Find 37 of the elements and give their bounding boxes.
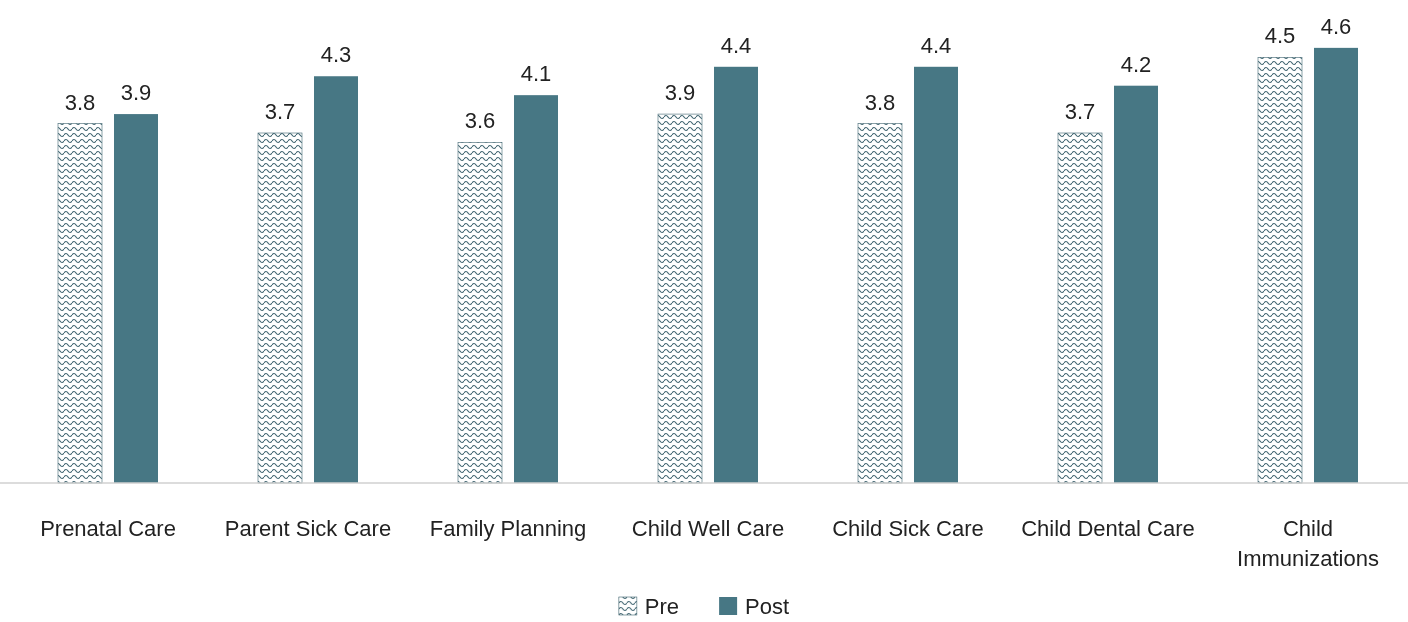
- bar: [457, 142, 503, 484]
- legend-label: Post: [745, 594, 790, 619]
- bar: [857, 123, 903, 484]
- data-label: 4.3: [320, 42, 352, 68]
- x-tick-label: Child Sick Care: [832, 516, 984, 541]
- bar: [714, 66, 758, 483]
- data-label: 4.2: [1120, 51, 1152, 77]
- bar: [514, 95, 558, 483]
- bar: [314, 76, 358, 483]
- bar: [1257, 57, 1303, 484]
- data-label: 4.4: [720, 32, 752, 58]
- x-tick-label: Child Well Care: [631, 516, 785, 541]
- bar: [57, 123, 103, 484]
- data-label: 4.6: [1320, 13, 1352, 39]
- x-tick-label: Child Dental Care: [1021, 516, 1195, 541]
- data-label: 3.7: [264, 99, 296, 124]
- bar: [1314, 47, 1358, 483]
- data-label: 3.9: [664, 80, 696, 106]
- bar: [114, 114, 158, 483]
- data-label: 3.7: [1064, 99, 1096, 124]
- bar: [657, 113, 703, 484]
- x-tick-label: Prenatal Care: [40, 516, 176, 541]
- data-label: 3.8: [864, 89, 896, 115]
- legend-label: Pre: [644, 594, 680, 619]
- bar: [1057, 132, 1103, 484]
- bar: [914, 66, 958, 483]
- x-tick-label: Parent Sick Care: [224, 516, 392, 541]
- data-label: 4.5: [1264, 23, 1296, 49]
- data-label: 3.8: [64, 89, 96, 115]
- bar: [257, 132, 303, 484]
- bar: [1114, 85, 1158, 483]
- x-tick-label: Child Immunizations: [1237, 516, 1379, 571]
- data-label: 4.4: [920, 32, 952, 58]
- x-tick-label: Family Planning: [429, 516, 587, 541]
- data-label: 3.9: [120, 80, 152, 106]
- data-label: 4.1: [520, 61, 552, 87]
- data-label: 3.6: [464, 108, 496, 134]
